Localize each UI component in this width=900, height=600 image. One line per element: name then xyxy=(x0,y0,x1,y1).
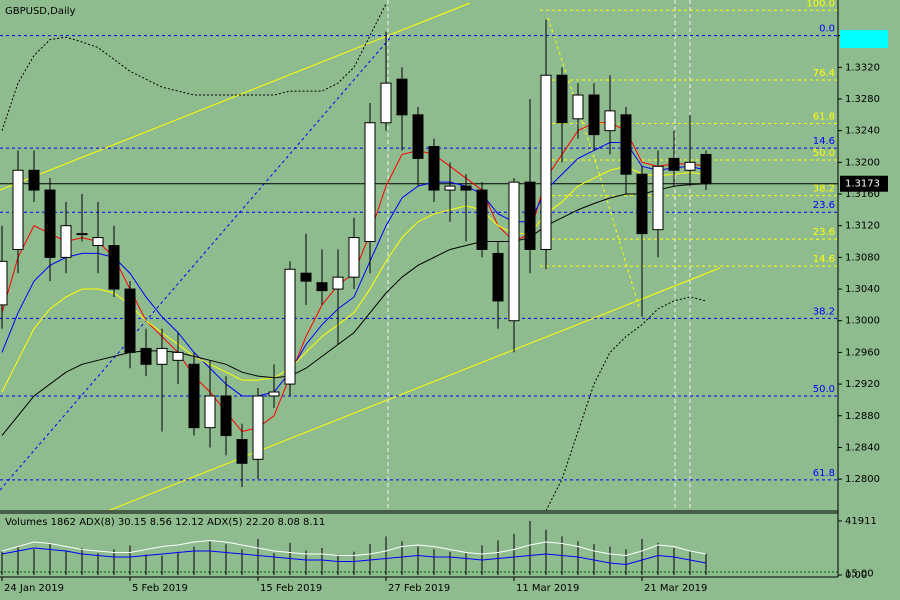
candle-body xyxy=(188,363,200,429)
candle-body xyxy=(652,165,664,231)
fib-label: 61.8 xyxy=(813,112,835,123)
adx-line xyxy=(1,547,707,566)
y-tick-label: 1.3040 xyxy=(845,284,880,295)
x-tick-label: 11 Mar 2019 xyxy=(516,583,579,594)
candle-body xyxy=(284,268,296,385)
candle-body xyxy=(540,74,552,250)
fib-label: 23.6 xyxy=(813,227,835,238)
bollinger-band xyxy=(545,296,707,510)
axes: 1.2800 1.2840 1.2880 1.2920 1.2960 1.3000 1.30… xyxy=(1,31,888,594)
candle-body xyxy=(620,114,632,175)
moving-average xyxy=(1,165,707,393)
x-tick-label: 27 Feb 2019 xyxy=(388,583,450,594)
candle-body xyxy=(428,146,440,191)
y-tick-label: 1.2800 xyxy=(845,474,880,485)
candle-body xyxy=(300,272,312,282)
fib-label: 38.2 xyxy=(813,306,835,317)
y-tick-label: 0.00 xyxy=(845,570,867,581)
candle-body xyxy=(204,395,216,429)
y-tick-label: 1.2960 xyxy=(845,347,880,358)
candle-body xyxy=(380,82,392,124)
candle-body xyxy=(108,244,120,290)
candle-body xyxy=(12,169,24,250)
fib-label: 38.2 xyxy=(813,184,835,195)
y-tick-label: 1.3320 xyxy=(845,62,880,73)
candle-body xyxy=(700,153,712,185)
fib-label: 50.0 xyxy=(813,148,835,159)
candle-body xyxy=(252,395,264,460)
candle-body xyxy=(268,391,280,397)
candle-body xyxy=(668,157,680,171)
fib-label: 76.4 xyxy=(813,68,835,79)
channel-line xyxy=(109,267,721,510)
price-marker xyxy=(840,30,888,48)
fib-label: 0.0 xyxy=(819,24,835,35)
candle-body xyxy=(524,181,536,250)
candle-body xyxy=(604,110,616,132)
y-tick-label: 1.2840 xyxy=(845,442,880,453)
adx-line xyxy=(1,539,707,557)
candle-body xyxy=(396,78,408,116)
candle-body xyxy=(44,189,56,258)
y-tick-label: 1.3080 xyxy=(845,252,880,263)
candle-body xyxy=(636,173,648,235)
current-price-box xyxy=(840,175,888,192)
fib-label: 50.0 xyxy=(813,384,835,395)
y-tick-label: 1.2920 xyxy=(845,379,880,390)
candle-body xyxy=(316,282,328,292)
candle-body xyxy=(76,233,88,236)
y-tick-label: 1.3200 xyxy=(845,157,880,168)
candle-body xyxy=(364,122,376,243)
candle-body xyxy=(444,185,456,191)
main-panel: 100.0 76.4 61.8 50.0 38.2 23.6 14.6 0.0 14.6 23.6… xyxy=(0,0,838,510)
current-price-label: 1.3173 xyxy=(845,179,880,190)
candle-body xyxy=(332,276,344,290)
candle-body xyxy=(92,237,104,246)
moving-average xyxy=(1,183,707,436)
candle-body xyxy=(492,252,504,302)
candle-body xyxy=(156,347,168,365)
y-tick-label: 1.3240 xyxy=(845,126,880,137)
candle-body xyxy=(588,94,600,136)
candle-body xyxy=(0,260,8,306)
y-tick-label: 1.3280 xyxy=(845,94,880,105)
volume-panel xyxy=(0,521,838,575)
fib-label: 14.6 xyxy=(813,136,835,147)
bollinger-band xyxy=(1,3,387,131)
x-tick-label: 24 Jan 2019 xyxy=(4,583,64,594)
y-tick-label: 1.2880 xyxy=(845,411,880,422)
candle-body xyxy=(572,94,584,120)
fib-label: 61.8 xyxy=(813,468,835,479)
candle-body xyxy=(28,169,40,191)
candle-body xyxy=(140,347,152,365)
x-tick-label: 15 Feb 2019 xyxy=(260,583,322,594)
candle-body xyxy=(220,395,232,437)
candle-body xyxy=(236,439,248,464)
y-tick-label: 1.3160 xyxy=(845,189,880,200)
fib-label: 14.6 xyxy=(813,254,835,265)
fib-label: 23.6 xyxy=(813,200,835,211)
candle-body xyxy=(124,288,136,353)
candle-body xyxy=(172,351,184,361)
candle-body xyxy=(476,189,488,250)
candle-body xyxy=(508,181,520,322)
volume-title: Volumes 1862 ADX(8) 30.15 8.56 12.12 ADX… xyxy=(5,517,325,528)
candle-body xyxy=(460,185,472,191)
y-tick-label: 1.3120 xyxy=(845,221,880,232)
candle-body xyxy=(684,161,696,171)
candle-body xyxy=(412,114,424,159)
candle-body xyxy=(556,74,568,124)
y2-tick-label: 15.00 xyxy=(845,569,874,580)
x-tick-label: 21 Mar 2019 xyxy=(644,583,707,594)
chart-title: GBPUSD,Daily xyxy=(5,6,76,17)
y-tick-label: 41911 xyxy=(845,516,877,527)
candle-body xyxy=(348,237,360,278)
candle-body xyxy=(60,225,72,258)
x-tick-label: 5 Feb 2019 xyxy=(132,583,188,594)
channel-line xyxy=(0,2,471,191)
y-tick-label: 1.3000 xyxy=(845,316,880,327)
fib-label: 100.0 xyxy=(806,0,835,9)
